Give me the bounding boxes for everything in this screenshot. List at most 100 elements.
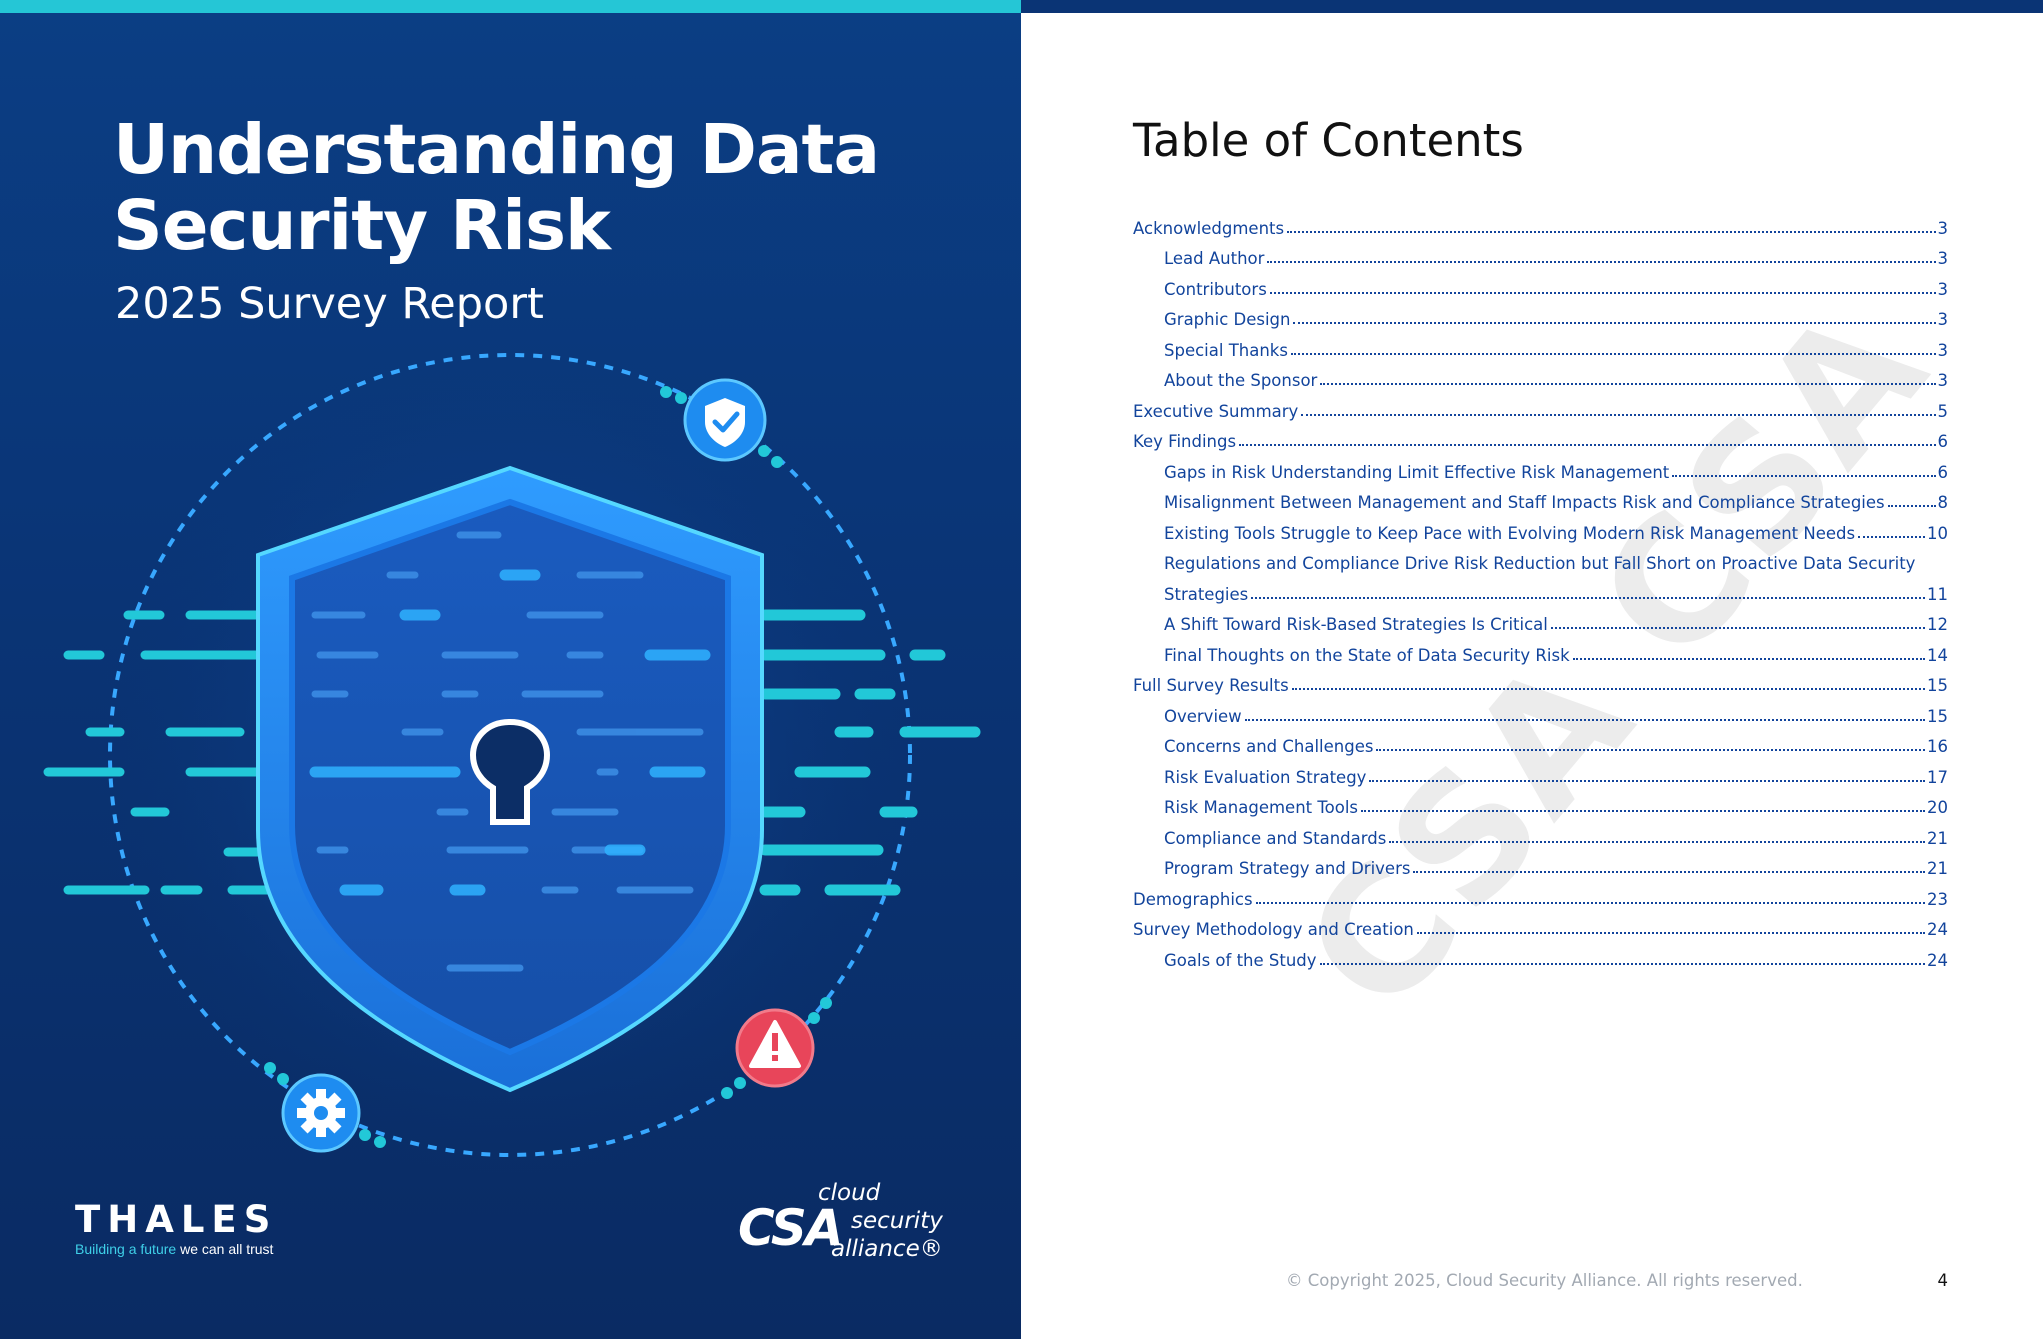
toc-leader-dots: [1320, 383, 1936, 385]
toc-entry-label[interactable]: Acknowledgments: [1133, 218, 1285, 238]
thales-tagline-accent: Building a future: [75, 1241, 177, 1257]
toc-entry-page[interactable]: 12: [1927, 615, 1948, 634]
toc-entry-page[interactable]: 3: [1937, 218, 1949, 238]
keyhole-icon: [469, 718, 551, 825]
toc-entry[interactable]: Gaps in Risk Understanding Limit Effecti…: [1133, 451, 1948, 482]
toc-entry-label[interactable]: Existing Tools Struggle to Keep Pace wit…: [1164, 523, 1856, 543]
toc-entry[interactable]: Lead Author 3: [1133, 238, 1949, 268]
toc-entry[interactable]: Existing Tools Struggle to Keep Pace wit…: [1133, 512, 1948, 543]
toc-entry-label[interactable]: Key Findings: [1133, 432, 1237, 451]
toc-entry[interactable]: Strategies 11: [1133, 573, 1948, 604]
toc-entry-label[interactable]: Contributors: [1164, 279, 1267, 299]
toc-entry[interactable]: Program Strategy and Drivers 21: [1133, 848, 1948, 878]
toc-entry-page[interactable]: 23: [1927, 889, 1948, 909]
warning-icon: [735, 1008, 815, 1088]
toc-entry[interactable]: Regulations and Compliance Drive Risk Re…: [1133, 543, 1948, 573]
toc-entry-label[interactable]: Overview: [1164, 706, 1242, 726]
toc-entry-page[interactable]: 15: [1927, 706, 1948, 726]
csa-line-cloud: cloud: [818, 1180, 881, 1206]
toc-entry-page[interactable]: 3: [1937, 249, 1949, 268]
toc-entry-page[interactable]: 15: [1927, 676, 1948, 695]
toc-entry[interactable]: Risk Management Tools 20: [1133, 787, 1948, 817]
toc-entry-page[interactable]: 10: [1927, 523, 1948, 543]
toc-entry-label[interactable]: A Shift Toward Risk-Based Strategies Is …: [1164, 615, 1548, 634]
shield-data-highlights: [309, 569, 711, 896]
toc-entry-page[interactable]: 8: [1937, 493, 1949, 512]
toc-entry-label[interactable]: Graphic Design: [1164, 310, 1291, 329]
toc-entry[interactable]: Goals of the Study 24: [1133, 939, 1948, 970]
toc-entry[interactable]: Contributors 3: [1133, 268, 1948, 299]
toc-entry-page[interactable]: 21: [1927, 828, 1948, 848]
toc-entry-label[interactable]: Demographics: [1133, 889, 1253, 909]
toc-entry-page[interactable]: 20: [1927, 798, 1948, 817]
toc-entry[interactable]: Acknowledgments 3: [1133, 207, 1948, 238]
toc-entry-label[interactable]: Strategies: [1164, 584, 1249, 604]
cover-title-line-1: Understanding Data: [113, 110, 880, 190]
thales-wordmark: THALES: [75, 1198, 278, 1241]
toc-entry-page[interactable]: 3: [1937, 340, 1949, 360]
toc-entry-label[interactable]: Misalignment Between Management and Staf…: [1164, 493, 1885, 512]
toc-entry[interactable]: About the Sponsor 3: [1133, 360, 1949, 390]
shield-check-icon: [683, 378, 767, 462]
toc-entry-page[interactable]: 24: [1927, 920, 1948, 939]
toc-entry-page[interactable]: 6: [1937, 462, 1949, 482]
toc-leader-dots: [1293, 322, 1936, 324]
toc-entry-label[interactable]: Regulations and Compliance Drive Risk Re…: [1164, 554, 1916, 573]
toc-accent-bar: [1021, 0, 2043, 13]
toc-entry-label[interactable]: Lead Author: [1164, 249, 1265, 268]
toc-entry-page[interactable]: 3: [1937, 310, 1949, 329]
toc-leader-dots: [1550, 627, 1925, 629]
toc-entry[interactable]: Survey Methodology and Creation 24: [1133, 909, 1948, 939]
toc-entry[interactable]: Misalignment Between Management and Staf…: [1133, 482, 1949, 512]
toc-leader-dots: [1269, 291, 1936, 294]
toc-entry-page[interactable]: 6: [1937, 432, 1949, 451]
toc-entry-label[interactable]: About the Sponsor: [1164, 371, 1318, 390]
toc-entry[interactable]: Compliance and Standards 21: [1133, 817, 1948, 848]
toc-entry-label[interactable]: Final Thoughts on the State of Data Secu…: [1164, 645, 1570, 665]
toc-entry-page[interactable]: 14: [1927, 645, 1948, 665]
data-streaks-left: [43, 610, 275, 895]
toc-entry-page[interactable]: 17: [1927, 767, 1948, 787]
toc-entry[interactable]: Special Thanks 3: [1133, 329, 1948, 360]
toc-leader-dots: [1239, 444, 1936, 446]
toc-page: CSA CSA Table of Contents Acknowledgment…: [1021, 0, 2043, 1339]
toc-entry[interactable]: Executive Summary 5: [1133, 390, 1948, 421]
toc-entry[interactable]: Full Survey Results 15: [1133, 665, 1948, 695]
toc-entry-label[interactable]: Gaps in Risk Understanding Limit Effecti…: [1164, 462, 1670, 482]
toc-entry-label[interactable]: Survey Methodology and Creation: [1133, 920, 1414, 939]
toc-entry-label[interactable]: Concerns and Challenges: [1164, 737, 1374, 756]
toc-entry-label[interactable]: Risk Evaluation Strategy: [1164, 767, 1367, 787]
toc-entry-page[interactable]: 21: [1927, 859, 1948, 878]
data-streaks-right: [759, 609, 981, 896]
toc-entry-label[interactable]: Full Survey Results: [1133, 676, 1289, 695]
toc-entry-page[interactable]: 16: [1927, 737, 1948, 756]
toc-entry[interactable]: A Shift Toward Risk-Based Strategies Is …: [1133, 604, 1948, 634]
toc-entry[interactable]: Concerns and Challenges 16: [1133, 726, 1948, 756]
toc-entry-page[interactable]: 11: [1927, 584, 1948, 604]
toc-entry[interactable]: Final Thoughts on the State of Data Secu…: [1133, 634, 1948, 665]
toc-list: Acknowledgments 3 Lead Author 3 Contributors…: [1133, 207, 1948, 970]
toc-leader-dots: [1301, 413, 1936, 416]
toc-entry[interactable]: Demographics 23: [1133, 878, 1948, 909]
toc-leader-dots: [1255, 901, 1925, 904]
toc-entry-label[interactable]: Special Thanks: [1164, 340, 1288, 360]
toc-entry[interactable]: Key Findings 6: [1133, 421, 1949, 451]
copyright-notice: © Copyright 2025, Cloud Security Allianc…: [1286, 1271, 1803, 1290]
toc-leader-dots: [1376, 749, 1925, 751]
toc-entry-page[interactable]: 3: [1937, 279, 1949, 299]
toc-leader-dots: [1361, 810, 1925, 812]
toc-entry[interactable]: Risk Evaluation Strategy 17: [1133, 756, 1948, 787]
toc-entry-label[interactable]: Goals of the Study: [1164, 950, 1317, 970]
thales-logo: THALES Building a future we can all trus…: [75, 1200, 335, 1258]
toc-entry[interactable]: Overview 15: [1133, 695, 1948, 726]
toc-entry-label[interactable]: Risk Management Tools: [1164, 798, 1359, 817]
toc-entry-label[interactable]: Compliance and Standards: [1164, 828, 1387, 848]
toc-entry-page[interactable]: 3: [1937, 371, 1949, 390]
toc-entry-label[interactable]: Program Strategy and Drivers: [1164, 859, 1411, 878]
toc-entry-label[interactable]: Executive Summary: [1133, 401, 1299, 421]
toc-entry[interactable]: Graphic Design 3: [1133, 299, 1949, 329]
thales-tagline: Building a future we can all trust: [75, 1240, 335, 1258]
toc-entry-page[interactable]: 5: [1937, 401, 1949, 421]
toc-entry-page[interactable]: 24: [1927, 950, 1948, 970]
csa-logo: CSA cloud security alliance®: [738, 1180, 978, 1270]
